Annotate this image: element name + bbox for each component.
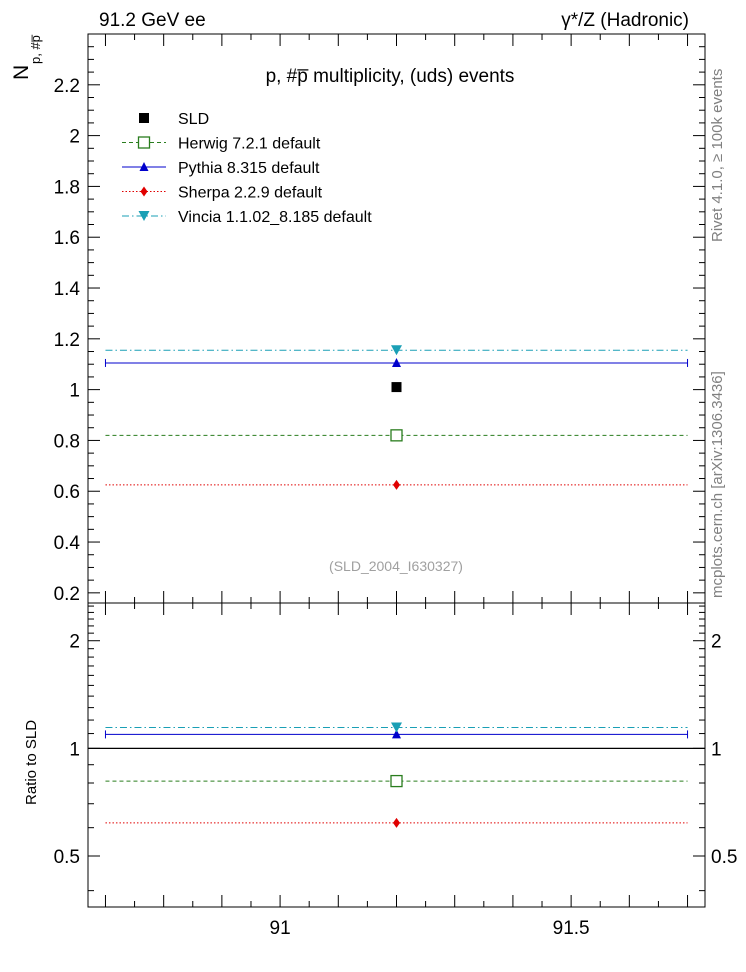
ratio-lines	[88, 722, 705, 828]
legend: SLD Herwig 7.2.1 default Pythia 8.315 defa…	[122, 111, 372, 226]
header-energy: 91.2 GeV ee	[99, 10, 206, 31]
x-tick-label: 91.5	[553, 918, 590, 939]
series-3-marker	[393, 479, 400, 490]
header-process: γ*/Z (Hadronic)	[561, 10, 689, 31]
y-tick-label: 1.6	[54, 228, 80, 249]
legend-series-2-label: Pythia 8.315 default	[178, 160, 320, 177]
y-axis-label: N p, #p̅	[10, 35, 43, 80]
y-tick-label: 0.2	[54, 584, 80, 605]
y-tick-label: 1.2	[54, 330, 80, 351]
legend-series-0-marker	[139, 113, 149, 123]
rivet-label: Rivet 4.1.0, ≥ 100k events	[709, 69, 726, 242]
legend-series-3-marker	[140, 186, 148, 197]
ratio-y-tick-label-left: 1	[69, 739, 80, 760]
legend-series-0-label: SLD	[178, 111, 209, 128]
series-2-ratio-marker	[392, 729, 401, 739]
series-3-ratio-marker	[393, 817, 400, 828]
y-tick-label: 1.8	[54, 177, 80, 198]
ratio-y-tick-label-right: 1	[711, 739, 722, 760]
legend-series-1-label: Herwig 7.2.1 default	[178, 136, 321, 153]
y-axis-label-main: N	[10, 65, 33, 80]
series-4-marker	[391, 345, 402, 356]
chart-title: p, #p̅ multiplicity, (uds) events	[266, 66, 515, 87]
y-tick-label: 0.6	[54, 482, 80, 503]
ratio-y-tick-label-left: 0.5	[54, 847, 80, 868]
y-axis-label-sub: p, #p̅	[28, 35, 43, 64]
legend-series-4-marker	[138, 211, 150, 221]
ratio-y-tick-label-left: 2	[69, 632, 80, 653]
mcplots-label: mcplots.cern.ch [arXiv:1306.3436]	[709, 371, 726, 598]
ratio-panel-frame	[87, 602, 706, 908]
y-tick-label: 0.4	[54, 533, 81, 554]
y-tick-label: 1.4	[54, 279, 81, 300]
series-2-marker	[392, 357, 401, 367]
series-0-marker	[391, 382, 402, 393]
legend-series-3-label: Sherpa 2.2.9 default	[178, 185, 323, 202]
ratio-y-axis-label: Ratio to SLD	[23, 720, 40, 805]
legend-series-1-marker	[137, 136, 151, 149]
y-tick-label: 2.2	[54, 76, 80, 97]
ratio-y-tick-label-right: 0.5	[711, 847, 737, 868]
series-4-ratio-marker	[391, 722, 402, 733]
series-lines	[104, 345, 689, 490]
ratio-y-tick-label-right: 2	[711, 632, 722, 653]
analysis-tag: (SLD_2004_I630327)	[329, 558, 463, 574]
legend-series-2-marker	[139, 162, 149, 171]
axis-ticks: 0.2 0.4 0.6 0.8 1 1.2 1.4 1.6 1.8 2 2.2 91 91.5 0.5 0.…	[54, 33, 737, 939]
y-tick-label: 2	[69, 127, 80, 148]
series-1-marker	[390, 429, 403, 442]
legend-series-4-label: Vincia 1.1.02_8.185 default	[178, 209, 372, 226]
y-tick-label: 1	[69, 381, 80, 402]
y-tick-label: 0.8	[54, 431, 80, 452]
x-tick-label: 91	[270, 918, 291, 939]
series-1-ratio-marker	[390, 774, 403, 788]
